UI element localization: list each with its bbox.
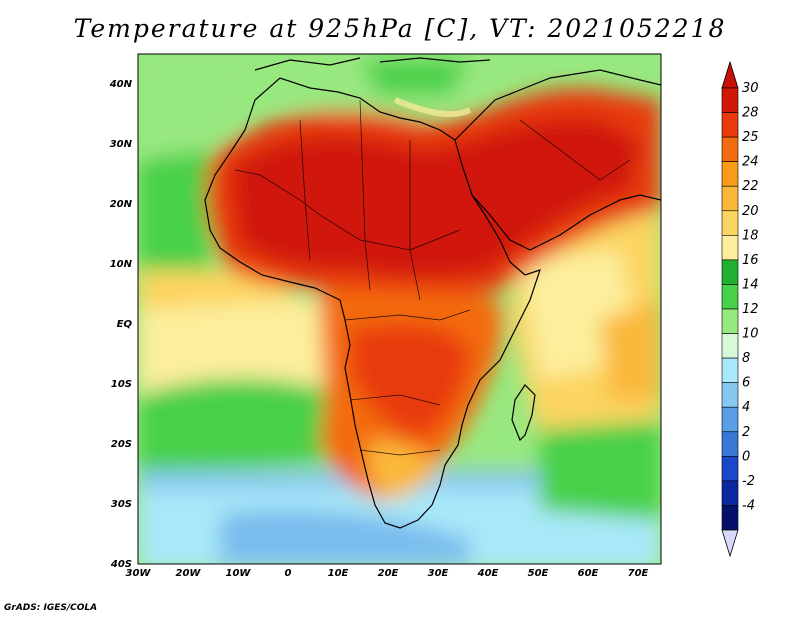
lon-label-30e: 30E: [428, 568, 449, 579]
lat-label-40n: 40N: [109, 79, 133, 90]
map-frame: [137, 53, 662, 565]
country-borders: [234, 99, 631, 456]
colorbar-label: 8: [742, 351, 750, 366]
lat-label-10s: 10S: [111, 379, 132, 390]
lat-label-40s: 40S: [110, 559, 132, 570]
lat-label-20s: 20S: [111, 439, 132, 450]
colorbar-label: 18: [742, 228, 759, 243]
colorbar-label: 2: [742, 425, 750, 440]
colorbar-swatch: [721, 161, 739, 187]
coastlines: [204, 57, 661, 529]
colorbar-label: -2: [742, 474, 755, 489]
lat-label-10n: 10N: [110, 259, 133, 270]
lon-label-20w: 20W: [176, 568, 202, 579]
lat-label-eq: EQ: [117, 319, 133, 330]
colorbar-swatch: [721, 431, 739, 457]
colorbar-label: 0: [742, 449, 750, 464]
colorbar-swatch: [721, 210, 739, 236]
colorbar-swatch: [721, 382, 739, 408]
colorbar-swatch: [721, 259, 739, 285]
colorbar-label: -4: [742, 498, 755, 513]
colorbar-swatch: [721, 112, 739, 138]
colorbar-swatch: [721, 87, 739, 113]
longitude-labels: 30W 20W 10W 0 10E 20E 30E 40E 50E 60E 70…: [126, 568, 649, 579]
lon-label-30w: 30W: [126, 568, 152, 579]
colorbar-swatch: [721, 480, 739, 506]
colorbar-swatch: [721, 235, 739, 261]
colorbar-label: 22: [742, 179, 759, 194]
colorbar-max-triangle: [721, 60, 739, 89]
lon-label-70e: 70E: [628, 568, 649, 579]
colorbar-label: 16: [742, 253, 759, 268]
lon-label-60e: 60E: [578, 568, 599, 579]
colorbar-label: 20: [742, 204, 759, 219]
colorbar-label: 6: [742, 376, 750, 391]
lon-label-10w: 10W: [226, 568, 252, 579]
colorbar-swatch: [721, 357, 739, 383]
lon-label-20e: 20E: [378, 568, 399, 579]
colorbar-min-triangle: [721, 529, 739, 558]
colorbar-swatch: [721, 136, 739, 162]
lat-label-20n: 20N: [110, 199, 133, 210]
colorbar-label: 12: [742, 302, 759, 317]
credit-text: GrADS: IGES/COLA: [4, 603, 98, 613]
colorbar-label: 25: [742, 130, 759, 145]
colorbar-label: 10: [742, 327, 759, 342]
colorbar-swatch: [721, 333, 739, 359]
colorbar-swatch: [721, 185, 739, 212]
colorbar-swatch: [721, 456, 739, 482]
map-title: Temperature at 925hPa [C], VT: 202105221…: [73, 14, 727, 43]
colorbar-swatch: [721, 505, 739, 531]
lon-label-40e: 40E: [477, 568, 499, 579]
colorbar-swatch: [721, 284, 739, 310]
colorbar-swatch: [721, 406, 739, 433]
lon-label-10e: 10E: [328, 568, 349, 579]
colorbar-label: 28: [742, 106, 759, 121]
lat-label-30n: 30N: [110, 139, 133, 150]
colorbar-label: 24: [742, 155, 759, 170]
colorbar-label: 30: [742, 81, 759, 96]
colorbar-swatch: [721, 308, 739, 334]
lon-label-50e: 50E: [528, 568, 549, 579]
colorbar-label: 14: [742, 277, 759, 292]
latitude-labels: 40N 30N 20N 10N EQ 10S 20S 30S 40S: [109, 79, 133, 570]
temperature-field: [138, 54, 661, 564]
colorbar-label: 4: [742, 400, 750, 415]
lon-label-0: 0: [285, 568, 292, 579]
lat-label-30s: 30S: [111, 499, 132, 510]
